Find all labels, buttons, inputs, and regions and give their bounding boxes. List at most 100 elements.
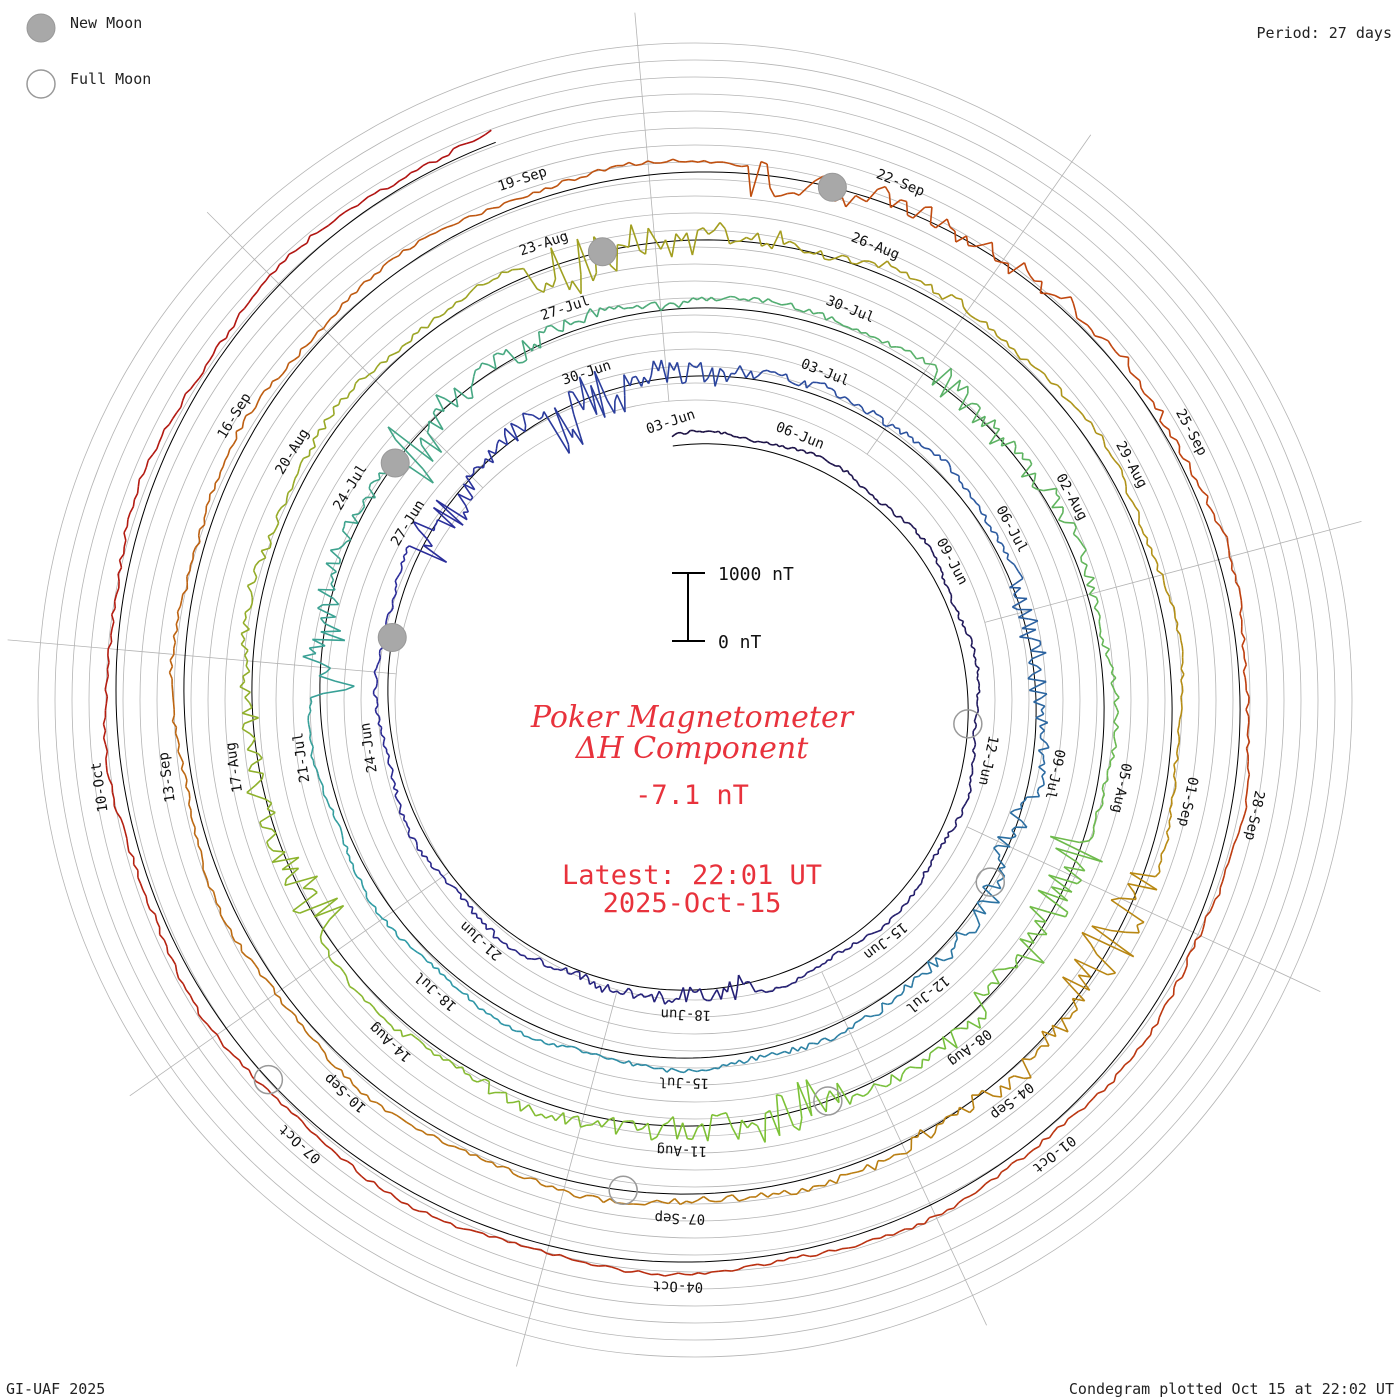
- trace-segment: [715, 430, 719, 434]
- trace-segment: [1080, 549, 1087, 558]
- trace-segment: [1194, 935, 1202, 941]
- trace-segment: [1158, 860, 1163, 867]
- trace-segment: [841, 1247, 849, 1250]
- trace-segment: [470, 387, 474, 399]
- trace-segment: [311, 746, 314, 752]
- trace-segment: [967, 489, 971, 494]
- trace-segment: [259, 821, 263, 828]
- trace-segment: [481, 208, 488, 215]
- trace-segment: [338, 545, 344, 550]
- trace-segment: [426, 432, 443, 453]
- trace-segment: [127, 512, 131, 520]
- trace-segment: [870, 1014, 875, 1018]
- trace-segment: [278, 260, 286, 266]
- trace-segment: [912, 526, 917, 531]
- trace-segment: [896, 994, 902, 997]
- trace-segment: [1027, 932, 1039, 936]
- trace-segment: [240, 628, 250, 635]
- trace-segment: [369, 274, 375, 281]
- trace-segment: [1177, 730, 1180, 737]
- trace-segment: [685, 362, 690, 383]
- trace-segment: [928, 1214, 936, 1219]
- trace-segment: [799, 309, 805, 313]
- trace-segment: [358, 377, 366, 381]
- trace-segment: [997, 844, 1011, 848]
- trace-segment: [1058, 512, 1064, 521]
- trace-segment: [830, 1038, 835, 1042]
- trace-segment: [219, 466, 224, 473]
- trace-segment: [426, 1211, 433, 1218]
- trace-segment: [720, 987, 725, 1000]
- trace-segment: [836, 1082, 851, 1105]
- trace-segment: [1062, 976, 1091, 992]
- trace-segment: [1083, 570, 1086, 577]
- trace-segment: [1219, 887, 1222, 895]
- trace-segment: [507, 268, 513, 274]
- trace-segment: [984, 1012, 987, 1019]
- trace-segment: [1047, 911, 1066, 918]
- trace-segment: [976, 674, 979, 679]
- trace-segment: [920, 445, 925, 449]
- trace-segment: [373, 667, 378, 673]
- trace-segment: [271, 1093, 278, 1100]
- trace-segment: [769, 443, 774, 446]
- trace-segment: [1098, 621, 1101, 627]
- trace-segment: [968, 780, 972, 785]
- trace-segment: [1024, 796, 1028, 802]
- trace-segment: [719, 367, 725, 373]
- trace-segment: [1064, 521, 1075, 524]
- trace-segment: [993, 1095, 1002, 1098]
- trace-segment: [429, 231, 437, 236]
- trace-segment: [245, 411, 253, 417]
- trace-segment: [395, 1197, 402, 1203]
- trace-segment: [639, 250, 646, 255]
- trace-segment: [540, 1039, 546, 1044]
- trace-segment: [344, 520, 359, 525]
- trace-segment: [975, 664, 980, 670]
- trace-segment: [404, 172, 412, 179]
- trace-segment: [1168, 596, 1171, 602]
- trace-segment: [987, 523, 992, 528]
- trace-segment: [721, 431, 726, 435]
- trace-segment: [1180, 674, 1185, 681]
- trace-segment: [622, 987, 630, 995]
- trace-segment: [169, 653, 175, 661]
- trace-segment: [380, 187, 388, 191]
- trace-segment: [1081, 931, 1135, 958]
- trace-segment: [309, 697, 313, 703]
- trace-segment: [1180, 662, 1184, 670]
- trace-segment: [830, 955, 834, 961]
- trace-segment: [958, 392, 969, 411]
- trace-segment: [285, 362, 290, 370]
- trace-segment: [848, 946, 852, 950]
- trace-segment: [1181, 971, 1186, 978]
- trace-segment: [256, 285, 262, 293]
- trace-segment: [280, 1103, 288, 1109]
- trace-segment: [777, 373, 783, 377]
- trace-segment: [630, 990, 635, 999]
- trace-segment: [691, 160, 699, 163]
- trace-segment: [1110, 750, 1116, 757]
- trace-segment: [1175, 623, 1179, 630]
- trace-segment: [647, 227, 656, 240]
- trace-segment: [334, 963, 341, 968]
- trace-segment: [593, 370, 606, 418]
- trace-segment: [1050, 835, 1080, 844]
- date-label: 07-Sep: [654, 1209, 705, 1226]
- trace-segment: [175, 623, 179, 631]
- trace-segment: [215, 341, 221, 349]
- trace-segment: [175, 617, 180, 625]
- trace-segment: [259, 974, 267, 980]
- trace-segment: [346, 980, 351, 987]
- trace-segment: [1235, 832, 1240, 839]
- trace-segment: [1106, 775, 1109, 781]
- trace-segment: [870, 1083, 875, 1090]
- trace-segment: [890, 508, 894, 512]
- trace-segment: [791, 1046, 799, 1052]
- trace-segment: [971, 750, 976, 755]
- trace-segment: [592, 272, 598, 282]
- trace-segment: [674, 432, 679, 436]
- trace-segment: [335, 1067, 342, 1071]
- trace-segment: [678, 300, 685, 308]
- trace-segment: [568, 178, 576, 182]
